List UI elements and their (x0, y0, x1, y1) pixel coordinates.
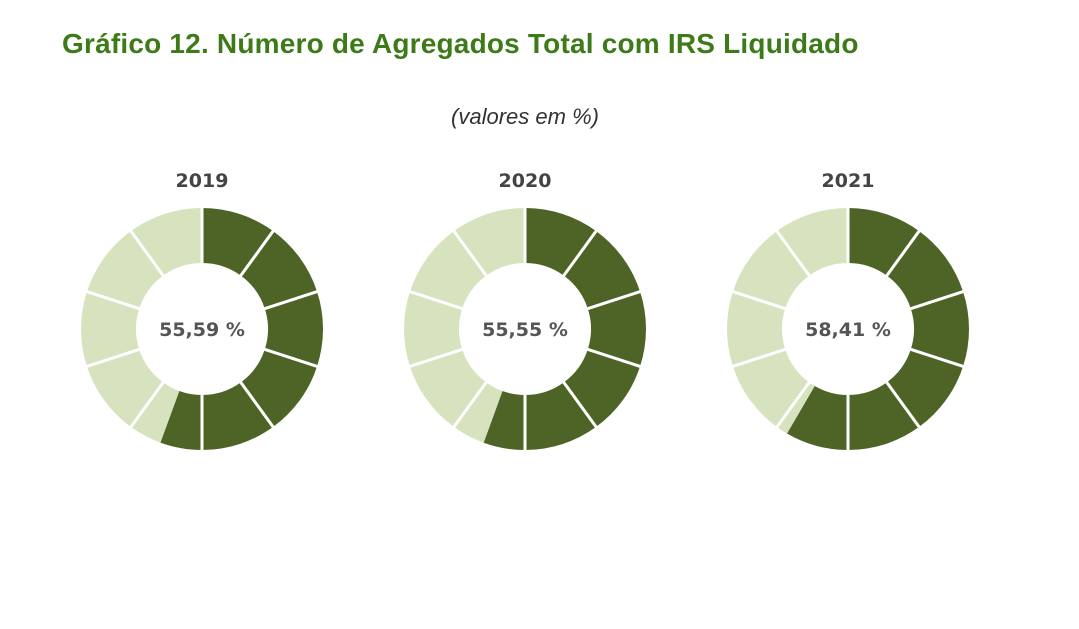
segment-separator (238, 229, 275, 278)
light-segment (453, 208, 525, 276)
donut-svg: 58,41 % (727, 207, 969, 451)
dark-segment (786, 385, 848, 450)
light-segment (776, 208, 848, 276)
segment-separator (85, 289, 141, 311)
light-segment (81, 291, 140, 367)
segment-separator (452, 380, 489, 429)
light-segment (776, 382, 815, 434)
center-value-label: 55,55 % (482, 319, 568, 341)
segment-separator (129, 229, 166, 278)
segment-separator (731, 347, 787, 369)
chart-year-label: 2019 (175, 170, 229, 192)
segment-separator (909, 347, 965, 369)
segment-separator (775, 229, 812, 278)
segment-separator (238, 380, 275, 429)
dark-segment (483, 391, 525, 450)
segment-separator (408, 347, 464, 369)
segment-separator (884, 229, 921, 278)
dark-segment (202, 382, 274, 450)
chart-title: Gráfico 12. Número de Agregados Total co… (62, 28, 859, 59)
light-segment (453, 382, 503, 443)
light-segment (130, 208, 202, 276)
chart-subtitle: (valores em %) (451, 104, 599, 129)
dark-segment (910, 291, 969, 367)
donut-svg: 55,59 % (81, 207, 323, 451)
segment-separator (561, 380, 598, 429)
dark-segment (525, 208, 597, 276)
donut-chart-2020: 2020 55,55 % (400, 164, 650, 464)
donut-chart-2021: 2021 58,41 % (723, 164, 973, 464)
segment-separator (452, 229, 489, 278)
chart-year-label: 2021 (821, 170, 875, 192)
dark-segment (264, 291, 323, 367)
segment-separator (129, 380, 166, 429)
dark-segment (525, 382, 597, 450)
center-value-label: 55,59 % (159, 319, 245, 341)
donut-svg: 55,55 % (404, 207, 646, 451)
center-value-label: 58,41 % (805, 319, 891, 341)
segment-separator (561, 229, 598, 278)
segment-separator (586, 347, 642, 369)
segment-separator (85, 347, 141, 369)
dark-segment (160, 390, 202, 450)
segment-separator (263, 347, 319, 369)
chart-year-label: 2020 (498, 170, 552, 192)
segment-separator (884, 380, 921, 429)
segment-separator (586, 289, 642, 311)
light-segment (130, 382, 180, 443)
segment-separator (909, 289, 965, 311)
segment-separator (775, 380, 812, 429)
donut-chart-2019: 2019 55,59 % (77, 164, 327, 464)
dark-segment (848, 208, 920, 276)
light-segment (404, 291, 463, 367)
segment-separator (263, 289, 319, 311)
dark-segment (587, 291, 646, 367)
light-segment (727, 291, 786, 367)
segment-separator (408, 289, 464, 311)
dark-segment (848, 382, 920, 450)
dark-segment (202, 208, 274, 276)
segment-separator (731, 289, 787, 311)
